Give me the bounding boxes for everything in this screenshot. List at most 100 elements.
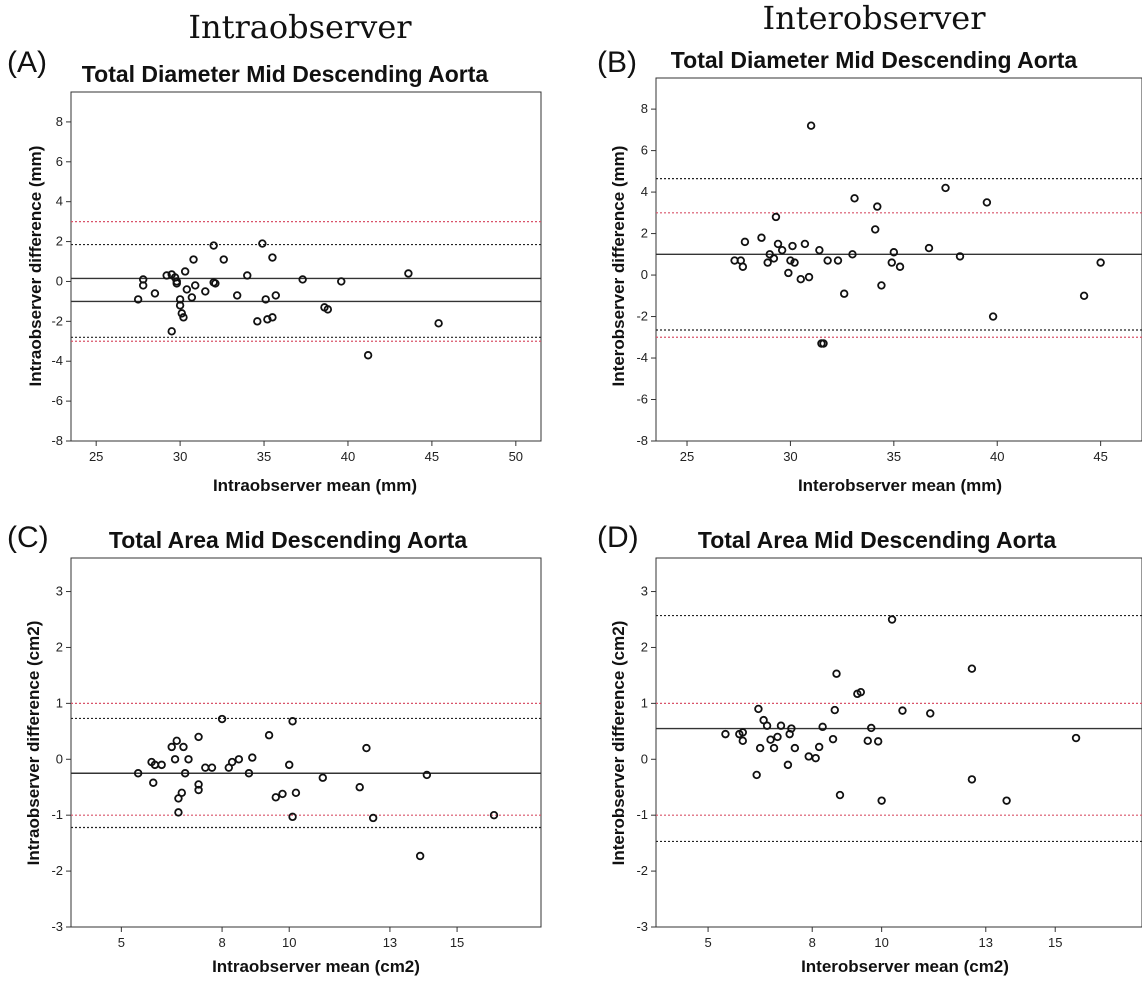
data-point (788, 241, 797, 251)
data-point (278, 789, 287, 799)
data-point (271, 291, 280, 300)
panel-label: (D) (597, 521, 639, 554)
data-point (133, 769, 143, 778)
data-point (740, 237, 750, 247)
data-point (337, 277, 346, 286)
data-point (207, 763, 217, 772)
x-tick-label: 40 (990, 449, 1004, 464)
data-point (167, 327, 176, 336)
data-point (988, 312, 998, 321)
x-tick-label: 35 (887, 449, 901, 464)
data-point (833, 256, 843, 265)
data-point (982, 198, 992, 207)
data-point (773, 732, 782, 742)
data-point (850, 194, 859, 203)
panel-c: (C) Total Area Mid Descending Aorta Intr… (7, 521, 542, 976)
data-point (211, 279, 220, 288)
data-point (264, 731, 274, 740)
data-point (773, 239, 783, 249)
data-point (738, 262, 748, 271)
data-point (1071, 733, 1081, 743)
data-point (941, 183, 950, 193)
x-tick-label: 25 (680, 449, 694, 464)
y-tick-label: -8 (636, 433, 648, 448)
data-point (138, 275, 148, 284)
y-tick-label: -3 (51, 919, 63, 934)
data-point (285, 760, 294, 770)
y-tick-label: 2 (641, 639, 648, 654)
data-point (766, 735, 775, 744)
x-tick-label: 50 (509, 449, 523, 464)
panel-label: (B) (597, 46, 637, 79)
data-point (924, 243, 934, 253)
y-tick-label: 3 (641, 584, 648, 599)
data-point (133, 295, 143, 304)
data-point (839, 289, 849, 298)
data-point (771, 212, 781, 222)
plot-frame (655, 77, 1142, 442)
data-point (194, 780, 203, 789)
y-tick-label: 6 (641, 143, 648, 158)
data-point (887, 258, 896, 267)
data-point (800, 239, 810, 249)
data-point (162, 271, 171, 280)
plot-frame (70, 91, 542, 442)
x-tick-label: 10 (282, 935, 296, 950)
x-tick-label: 15 (1048, 935, 1062, 950)
data-point (895, 262, 905, 271)
data-point (848, 250, 857, 259)
data-point (323, 305, 333, 314)
data-point (955, 252, 965, 261)
panel-title: Total Area Mid Descending Aorta (109, 527, 467, 553)
x-axis-label: Intraobserver mean (cm2) (212, 957, 420, 976)
panel-label: (C) (7, 521, 49, 554)
data-point (806, 121, 816, 130)
data-point (167, 742, 176, 752)
y-tick-label: -6 (636, 392, 648, 407)
data-point (189, 255, 198, 264)
data-point (175, 301, 185, 310)
y-tick-label: 0 (56, 751, 63, 766)
x-tick-label: 8 (218, 935, 225, 950)
x-tick-label: 35 (257, 449, 271, 464)
data-point (363, 351, 373, 360)
data-point (248, 753, 257, 762)
data-point (754, 704, 763, 714)
data-point (232, 291, 242, 300)
y-tick-label: 0 (56, 273, 63, 288)
data-point (787, 724, 796, 733)
y-tick-label: -8 (51, 433, 63, 448)
data-point (182, 285, 192, 294)
data-point (244, 769, 254, 778)
y-tick-label: 2 (641, 226, 648, 241)
panel-title: Total Diameter Mid Descending Aorta (82, 61, 489, 87)
data-point (219, 255, 228, 264)
data-point (755, 743, 765, 753)
data-point (796, 275, 805, 284)
data-point (926, 709, 935, 718)
y-tick-label: 0 (641, 751, 648, 766)
y-tick-label: 0 (641, 267, 648, 282)
data-point (234, 755, 244, 764)
column-title-interobserver: Interobserver (762, 0, 986, 37)
data-point (258, 239, 267, 248)
y-tick-label: -6 (51, 393, 63, 408)
x-tick-label: 25 (89, 449, 103, 464)
y-axis-label: Interobserver difference (cm2) (609, 621, 628, 866)
data-point (769, 254, 779, 263)
data-point (268, 253, 277, 262)
y-tick-label: 3 (56, 584, 63, 599)
data-point (777, 245, 787, 255)
data-point (150, 289, 160, 298)
data-point (783, 760, 793, 770)
y-tick-label: 8 (641, 101, 648, 116)
data-point (873, 737, 883, 746)
data-point (291, 788, 301, 798)
data-point (873, 202, 882, 211)
x-tick-label: 5 (118, 935, 125, 950)
panel-b: (B) Total Diameter Mid Descending Aorta … (597, 46, 1142, 495)
x-axis-label: Interobserver mean (cm2) (801, 957, 1009, 976)
data-point (422, 770, 432, 780)
x-axis-label: Interobserver mean (mm) (798, 476, 1002, 495)
